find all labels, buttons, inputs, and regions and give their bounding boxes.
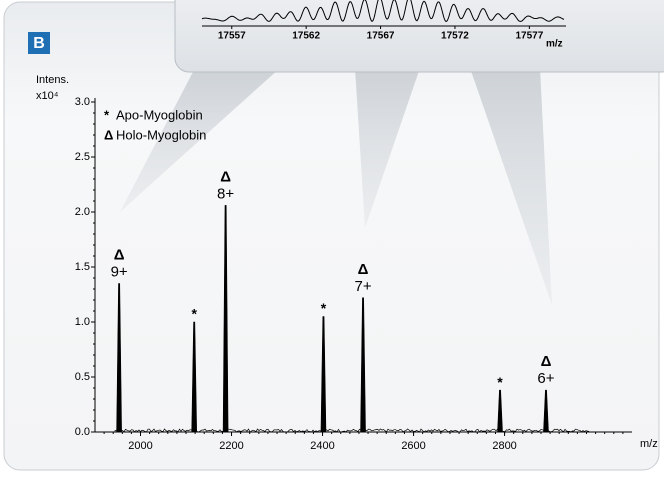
peak-charge-label: 7+ xyxy=(354,278,371,295)
inset-x-tick-label: 17557 xyxy=(218,31,246,42)
peak-charge-label: 8+ xyxy=(217,185,234,202)
peak xyxy=(360,297,366,433)
inset-box xyxy=(174,0,664,73)
y-axis-label: Intens. xyxy=(36,74,69,86)
peak xyxy=(191,321,198,433)
legend-label: Holo-Myoglobin xyxy=(116,127,206,142)
legend-symbol: * xyxy=(104,107,110,122)
peak-charge-label: 6+ xyxy=(537,370,554,387)
peak-symbol: * xyxy=(191,306,197,322)
x-tick-label: 2400 xyxy=(310,440,334,452)
inset-x-tick-label: 17572 xyxy=(441,31,469,42)
peak-charge-label: 9+ xyxy=(111,263,128,280)
y-tick-label: 1.5 xyxy=(75,261,90,273)
peak xyxy=(116,283,122,433)
inset-x-tick-label: 17567 xyxy=(367,31,395,42)
peak-symbol: * xyxy=(321,300,327,316)
peak-symbol: Δ xyxy=(541,353,552,370)
legend-symbol: Δ xyxy=(104,127,113,142)
inset-x-tick-label: 17562 xyxy=(292,31,320,42)
beam xyxy=(355,68,420,228)
x-axis-label: m/z xyxy=(640,438,658,450)
y-tick-label: 1.0 xyxy=(75,316,90,328)
y-tick-label: 0.5 xyxy=(75,371,90,383)
inset-trace xyxy=(201,0,565,23)
peak-symbol: Δ xyxy=(358,261,369,278)
legend-label: Apo-Myoglobin xyxy=(116,107,203,122)
x-tick-label: 2000 xyxy=(128,440,152,452)
x-tick-label: 2800 xyxy=(492,440,516,452)
zoom-beams xyxy=(120,68,552,305)
peak-symbol: Δ xyxy=(220,168,231,185)
x-tick-label: 2600 xyxy=(401,440,425,452)
y-axis-multiplier: x10⁴ xyxy=(36,90,59,102)
inset-x-axis-label: m/z xyxy=(546,39,563,50)
peak xyxy=(497,389,503,433)
peak-symbol: Δ xyxy=(114,246,125,263)
peak xyxy=(320,316,327,433)
y-tick-label: 2.5 xyxy=(75,151,90,163)
panel-label: B xyxy=(33,35,45,52)
panel-badge xyxy=(28,32,50,54)
beam xyxy=(120,68,280,212)
peak xyxy=(222,205,229,433)
y-tick-label: 3.0 xyxy=(75,96,90,108)
beam xyxy=(470,68,552,305)
y-tick-label: 2.0 xyxy=(75,206,90,218)
y-tick-label: 0.0 xyxy=(75,426,90,438)
inset-x-tick-label: 17577 xyxy=(515,31,543,42)
peak xyxy=(543,389,549,433)
peak-symbol: * xyxy=(497,374,503,390)
x-tick-label: 2200 xyxy=(219,440,243,452)
